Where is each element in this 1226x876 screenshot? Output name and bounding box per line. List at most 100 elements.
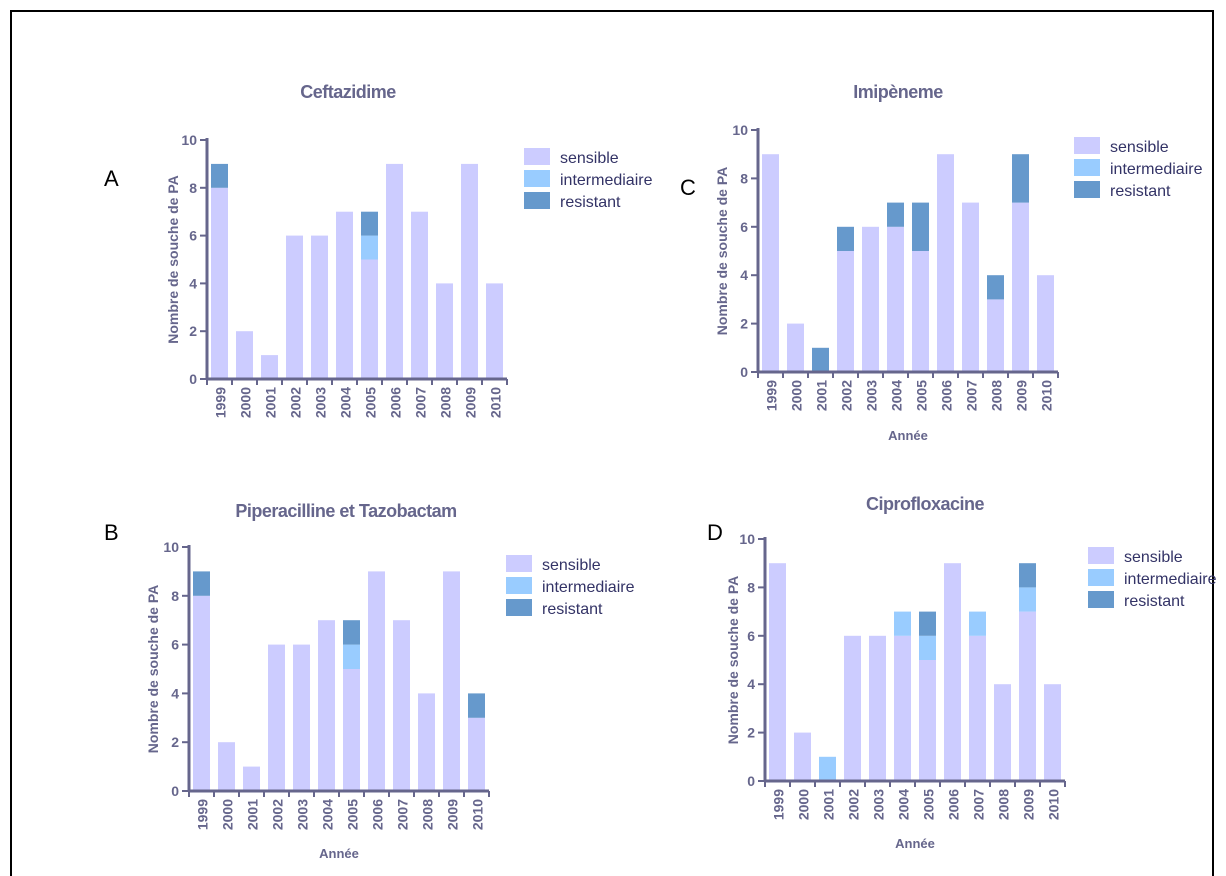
bar-sensible-2004 xyxy=(887,226,904,372)
bar-sensible-2000 xyxy=(787,323,804,372)
chart-title: Ciprofloxacine xyxy=(866,494,985,514)
y-tick-label: 6 xyxy=(740,219,748,235)
y-tick-label: 4 xyxy=(747,676,755,692)
x-tick-label: 1999 xyxy=(195,799,211,830)
bar-sensible-2002 xyxy=(844,635,861,781)
x-tick-label: 2002 xyxy=(846,789,862,820)
bar-sensible-2003 xyxy=(311,235,328,379)
y-tick-label: 6 xyxy=(747,628,755,644)
x-tick-label: 2009 xyxy=(1014,380,1030,411)
bar-sensible-2006 xyxy=(368,571,385,791)
legend-swatch-sensible xyxy=(1088,547,1114,564)
y-axis-label: Nombre de souche de PA xyxy=(714,167,730,336)
bar-sensible-2006 xyxy=(944,563,961,781)
bar-sensible-2009 xyxy=(1019,611,1036,781)
x-tick-label: 2001 xyxy=(245,799,261,830)
x-tick-label: 1999 xyxy=(764,380,780,411)
x-tick-label: 2000 xyxy=(789,380,805,411)
x-axis-label: Année xyxy=(888,428,928,443)
y-tick-label: 0 xyxy=(747,773,755,789)
y-tick-label: 6 xyxy=(171,637,179,653)
bar-resistant-2002 xyxy=(837,226,854,251)
x-tick-label: 2007 xyxy=(964,380,980,411)
x-tick-label: 2010 xyxy=(488,387,504,418)
bar-intermediaire-2005 xyxy=(919,635,936,660)
x-tick-label: 2009 xyxy=(445,799,461,830)
x-tick-label: 2006 xyxy=(370,799,386,830)
x-tick-label: 2004 xyxy=(896,789,912,820)
bar-sensible-2009 xyxy=(443,571,460,791)
bar-sensible-2000 xyxy=(236,331,253,379)
x-tick-label: 1999 xyxy=(213,387,229,418)
bar-sensible-2002 xyxy=(837,251,854,372)
y-tick-label: 8 xyxy=(171,588,179,604)
bar-sensible-2009 xyxy=(1012,202,1029,372)
x-tick-label: 2008 xyxy=(989,380,1005,411)
legend-label-resistant: resistant xyxy=(560,194,621,211)
x-tick-label: 2006 xyxy=(939,380,955,411)
legend-label-intermediaire: intermediaire xyxy=(1110,161,1203,178)
legend-swatch-sensible xyxy=(506,555,532,572)
chart-panel-d: Ciprofloxacine D 1999 2000 2001 2002 2003 2004 2… xyxy=(707,494,1217,851)
x-tick-label: 2002 xyxy=(288,387,304,418)
bar-resistant-2005 xyxy=(343,620,360,645)
panel-letter: C xyxy=(680,175,696,200)
legend-swatch-intermediaire xyxy=(1088,569,1114,586)
y-tick-label: 10 xyxy=(732,122,748,138)
bar-sensible-2001 xyxy=(243,766,260,791)
chart-title: Ceftazidime xyxy=(300,82,396,102)
legend-label-intermediaire: intermediaire xyxy=(1124,571,1217,588)
bar-sensible-2008 xyxy=(987,299,1004,372)
bar-sensible-2010 xyxy=(1044,684,1061,781)
x-tick-label: 2007 xyxy=(395,799,411,830)
chart-panel-b: Piperacilline et Tazobactam B 1999 2000 2001… xyxy=(104,501,635,861)
bar-sensible-2006 xyxy=(937,154,954,372)
x-tick-label: 2003 xyxy=(871,789,887,820)
x-tick-label: 2000 xyxy=(238,387,254,418)
panel-letter: D xyxy=(707,520,723,545)
x-tick-label: 2009 xyxy=(463,387,479,418)
bar-resistant-2005 xyxy=(361,211,378,236)
bar-sensible-2010 xyxy=(486,283,503,379)
y-tick-label: 10 xyxy=(181,132,197,148)
bar-sensible-1999 xyxy=(762,154,779,372)
legend-label-sensible: sensible xyxy=(542,557,601,574)
bar-sensible-2008 xyxy=(418,693,435,791)
legend-label-resistant: resistant xyxy=(542,601,603,618)
x-tick-label: 2004 xyxy=(320,799,336,830)
legend-label-sensible: sensible xyxy=(1124,549,1183,566)
y-axis-label: Nombre de souche de PA xyxy=(725,576,741,745)
legend-label-intermediaire: intermediaire xyxy=(560,172,653,189)
bar-sensible-2004 xyxy=(318,620,335,791)
legend-label-sensible: sensible xyxy=(1110,139,1169,156)
bar-sensible-2007 xyxy=(411,211,428,379)
figure-frame xyxy=(10,10,1214,876)
bar-sensible-2005 xyxy=(919,660,936,781)
x-tick-label: 2008 xyxy=(420,799,436,830)
bar-sensible-2004 xyxy=(336,211,353,379)
bar-resistant-2005 xyxy=(912,202,929,251)
bar-intermediaire-2001 xyxy=(819,756,836,781)
y-axis-label: Nombre de souche de PA xyxy=(165,175,181,344)
x-tick-label: 2010 xyxy=(470,799,486,830)
legend-label-resistant: resistant xyxy=(1124,593,1185,610)
legend-swatch-resistant xyxy=(1074,181,1100,198)
x-tick-label: 2010 xyxy=(1039,380,1055,411)
y-tick-label: 8 xyxy=(740,170,748,186)
x-tick-label: 1999 xyxy=(771,789,787,820)
legend-swatch-intermediaire xyxy=(1074,159,1100,176)
bar-intermediaire-2005 xyxy=(361,235,378,260)
y-tick-label: 0 xyxy=(171,783,179,799)
y-tick-label: 2 xyxy=(740,316,748,332)
x-tick-label: 2004 xyxy=(338,387,354,418)
x-axis-label: Année xyxy=(319,846,359,861)
x-tick-label: 2006 xyxy=(946,789,962,820)
x-tick-label: 2000 xyxy=(220,799,236,830)
x-tick-label: 2003 xyxy=(295,799,311,830)
legend-swatch-sensible xyxy=(524,148,550,165)
bar-sensible-2008 xyxy=(436,283,453,379)
bar-resistant-2009 xyxy=(1012,154,1029,203)
y-tick-label: 8 xyxy=(747,579,755,595)
bar-sensible-2007 xyxy=(962,202,979,372)
